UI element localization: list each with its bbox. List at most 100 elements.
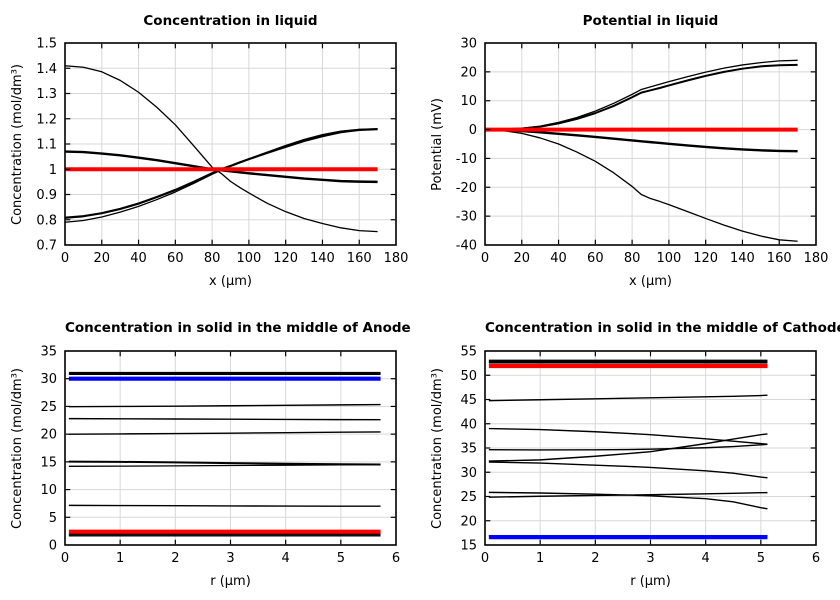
y-tick-label: 10: [460, 94, 477, 109]
x-tick-label: 160: [347, 251, 372, 266]
y-axis-label: Concentration (mol/dm³): [9, 63, 25, 225]
x-tick-label: 140: [310, 251, 335, 266]
x-tick-label: 4: [282, 551, 290, 566]
x-axis-label: x (µm): [209, 274, 252, 289]
series-black-25.8-falling: [488, 491, 768, 510]
series-black-upper-pair: [64, 150, 378, 184]
y-tick-label: 15: [460, 539, 477, 554]
x-tick-label: 3: [646, 551, 654, 566]
y-tick-label: 25: [460, 490, 477, 505]
plot-title: Concentration in solid in the middle of …: [65, 320, 411, 336]
y-tick-label: 55: [460, 345, 477, 360]
x-tick-label: 2: [171, 551, 179, 566]
x-tick-label: 3: [226, 551, 234, 566]
y-tick-label: 35: [40, 345, 57, 360]
y-tick-label: 0.7: [36, 239, 57, 254]
x-tick-label: 120: [273, 251, 298, 266]
y-tick-label: 5: [49, 511, 57, 526]
y-tick-label: 45: [460, 393, 477, 408]
x-tick-label: 6: [812, 551, 820, 566]
x-tick-label: 20: [514, 251, 531, 266]
y-tick-label: 1.3: [36, 87, 57, 102]
series-black-mid-pair: [484, 128, 798, 153]
series-black-steep-negative: [484, 128, 798, 242]
x-tick-label: 80: [624, 251, 641, 266]
y-tick-label: 1: [49, 163, 57, 178]
series-black-22.8: [68, 417, 381, 421]
series-black-45-rising: [488, 394, 768, 402]
y-tick-label: -20: [456, 181, 477, 196]
y-axis-label-wrap: Concentration (mol/dm³): [420, 351, 454, 545]
y-tick-label: 20: [460, 514, 477, 529]
x-axis-label: r (µm): [210, 574, 251, 589]
x-axis-label: r (µm): [630, 574, 671, 589]
x-tick-label: 80: [204, 251, 221, 266]
y-tick-label: 20: [40, 428, 57, 443]
plot-area-concentration-liquid: 0 20 40 60 80 100 120 140 160 180 0.7 0.8 0.9 1 1.1 1.2…: [36, 37, 409, 267]
x-tick-label: 180: [384, 251, 409, 266]
series-black-32-falling: [488, 461, 768, 479]
axes-box: [64, 350, 397, 546]
y-tick-label: 0: [469, 123, 477, 138]
y-tick-label: 20: [460, 65, 477, 80]
y-tick-label: 40: [460, 417, 477, 432]
x-tick-label: 160: [767, 251, 792, 266]
x-tick-label: 5: [757, 551, 765, 566]
y-tick-label: 1.5: [36, 37, 57, 52]
chart-concentration-liquid: 0 20 40 60 80 100 120 140 160 180 0.7 0.8 0.9 1 1.1 1.2…: [0, 0, 420, 300]
y-tick-label: 0: [49, 539, 57, 554]
plot-title: Potential in liquid: [582, 13, 719, 29]
series-black-rising-thin: [64, 128, 378, 223]
x-tick-label: 2: [591, 551, 599, 566]
x-tick-label: 0: [481, 551, 489, 566]
y-tick-label: 1.1: [36, 138, 57, 153]
x-tick-label: 100: [656, 251, 681, 266]
plot-area-potential-liquid: 0 20 40 60 80 100 120 140 160 180 -40 -30 -20 -10 0 10 2…: [456, 37, 829, 267]
series-black-14.2: [68, 463, 381, 467]
chart-solid-anode: 0 1 2 3 4 5 6 0 5 10 15 20 25 30 35 Concentration in s…: [0, 300, 420, 600]
x-axis-label: x (µm): [629, 274, 672, 289]
y-tick-label: 15: [40, 455, 57, 470]
y-tick-label: 25: [40, 400, 57, 415]
y-axis-label-wrap: Potential (mV): [420, 43, 454, 245]
y-tick-label: 30: [460, 37, 477, 52]
y-tick-label: 1.2: [36, 112, 57, 127]
plot-title: Concentration in solid in the middle of …: [485, 320, 840, 336]
series-black-rising-pair: [484, 63, 798, 131]
y-tick-label: 0.8: [36, 213, 57, 228]
x-tick-label: 180: [804, 251, 829, 266]
x-tick-label: 20: [94, 251, 111, 266]
series-black-rising-thin: [484, 59, 798, 131]
chart-potential-liquid: 0 20 40 60 80 100 120 140 160 180 -40 -30 -20 -10 0 10 2…: [420, 0, 840, 300]
x-tick-label: 120: [693, 251, 718, 266]
series-black-25: [68, 403, 381, 408]
y-tick-label: -40: [456, 239, 477, 254]
series-black-20: [68, 431, 381, 435]
x-tick-label: 40: [130, 251, 147, 266]
y-axis-label: Potential (mV): [429, 97, 445, 191]
plot-area-solid-anode: 0 1 2 3 4 5 6 0 5 10 15 20 25 30 35: [40, 345, 400, 567]
chart-solid-cathode: 0 1 2 3 4 5 6 15 20 25 30 35 40 45 50 55 Concentration …: [420, 300, 840, 600]
y-tick-label: 30: [460, 466, 477, 481]
x-tick-label: 0: [481, 251, 489, 266]
series-black-24.8-rising: [488, 491, 768, 498]
x-tick-label: 140: [730, 251, 755, 266]
series-black-32.3-rising: [488, 433, 768, 462]
x-tick-label: 0: [61, 551, 69, 566]
y-tick-label: -30: [456, 210, 477, 225]
y-tick-label: 35: [460, 442, 477, 457]
x-tick-label: 0: [61, 251, 69, 266]
axes-box: [484, 350, 817, 546]
y-axis-label-wrap: Concentration (mol/dm³): [0, 43, 34, 245]
x-tick-label: 60: [587, 251, 604, 266]
y-axis-label-wrap: Concentration (mol/dm³): [0, 351, 34, 545]
y-tick-label: 50: [460, 369, 477, 384]
y-tick-label: 30: [40, 372, 57, 387]
y-tick-label: 0.9: [36, 188, 57, 203]
y-axis-label: Concentration (mol/dm³): [9, 367, 25, 529]
x-tick-label: 1: [536, 551, 544, 566]
x-tick-label: 4: [702, 551, 710, 566]
plot-title: Concentration in liquid: [143, 13, 318, 29]
x-tick-label: 1: [116, 551, 124, 566]
